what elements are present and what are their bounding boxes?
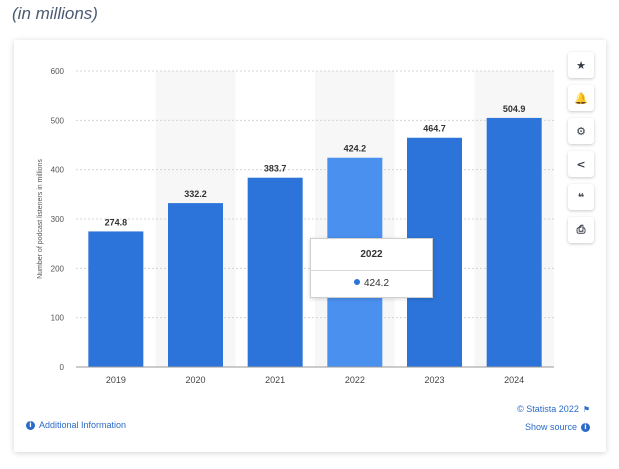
share-button[interactable]: < [568, 151, 594, 177]
data-label: 464.7 [423, 124, 446, 134]
y-tick-label: 500 [51, 116, 65, 125]
star-button[interactable]: ★ [568, 52, 594, 78]
y-tick-label: 600 [51, 67, 65, 76]
x-tick-label: 2022 [345, 375, 365, 385]
flag-icon: ⚑ [582, 404, 590, 414]
x-tick-label: 2020 [185, 375, 205, 385]
print-icon: ⎙ [576, 223, 586, 236]
gear-icon: ⚙ [576, 124, 586, 138]
data-label: 383.7 [264, 164, 287, 174]
x-tick-label: 2021 [265, 375, 285, 385]
info-icon: i [26, 420, 35, 430]
data-label: 424.2 [344, 144, 367, 154]
bar-chart: 0 100 200 300 400 500 600 Number of podcast lis… [37, 67, 554, 385]
y-tick-label: 200 [51, 264, 65, 273]
chart-card: 0 100 200 300 400 500 600 Number of podcast lis… [14, 40, 606, 452]
quote-icon: ❝ [577, 190, 585, 204]
print-button[interactable]: ⎙ [568, 217, 594, 243]
tooltip-value: 424.2 [363, 278, 390, 289]
statista-copyright[interactable]: © Statista 2022 ⚑ [517, 404, 590, 414]
chart-tooltip: 2022 424.2 [310, 238, 433, 298]
y-tick-label: 0 [60, 363, 65, 372]
show-source-link[interactable]: Show source i [525, 422, 590, 432]
y-axis-label: Number of podcast listeners in millions [37, 159, 44, 279]
bar-2020[interactable] [168, 203, 223, 367]
chart-subtitle: (in millions) [12, 4, 98, 23]
info-icon: i [581, 422, 590, 432]
tooltip-year: 2022 [311, 239, 432, 271]
quote-button[interactable]: ❝ [568, 184, 594, 210]
additional-information-link[interactable]: i Additional Information [26, 420, 126, 430]
x-tick-label: 2024 [504, 375, 524, 385]
y-tick-label: 100 [51, 314, 65, 323]
tooltip-series-dot [353, 279, 360, 286]
star-icon: ★ [576, 58, 586, 72]
tooltip-value-row: 424.2 [311, 271, 432, 297]
data-label: 332.2 [184, 189, 207, 199]
bell-icon: 🔔 [574, 91, 588, 105]
additional-information-label: Additional Information [39, 420, 127, 430]
y-tick-label: 400 [51, 166, 65, 175]
gear-button[interactable]: ⚙ [568, 118, 594, 144]
x-tick-label: 2023 [424, 375, 444, 385]
chart-toolbar: ★ 🔔 ⚙ < ❝ ⎙ [568, 52, 598, 250]
bar-2021[interactable] [247, 177, 303, 367]
y-tick-label: 300 [51, 215, 65, 224]
x-tick-label: 2019 [106, 375, 126, 385]
data-label: 274.8 [105, 217, 128, 227]
bar-2019[interactable] [88, 231, 144, 367]
data-label: 504.9 [503, 104, 526, 114]
show-source-label: Show source [524, 422, 577, 432]
share-icon: < [576, 157, 586, 171]
copyright-label: © Statista 2022 [517, 404, 579, 414]
bell-button[interactable]: 🔔 [568, 85, 594, 111]
bar-2024[interactable] [486, 117, 542, 367]
